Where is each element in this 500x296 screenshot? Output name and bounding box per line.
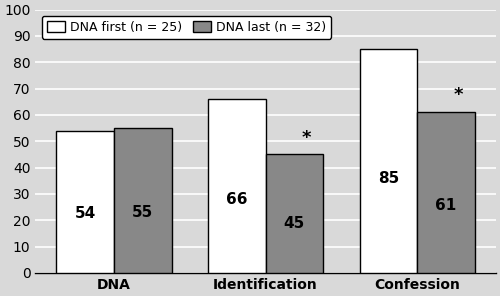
Bar [114,128,172,273]
Bar [266,155,323,273]
Bar [56,131,114,273]
Text: 55: 55 [132,205,154,220]
Text: 61: 61 [436,198,456,213]
Bar [360,49,418,273]
Bar [208,99,266,273]
Text: 45: 45 [284,216,305,231]
Text: *: * [302,128,312,147]
Text: *: * [454,86,463,104]
Text: 54: 54 [74,206,96,221]
Legend: DNA first (n = 25), DNA last (n = 32): DNA first (n = 25), DNA last (n = 32) [42,16,332,39]
Text: 66: 66 [226,192,248,207]
Text: 85: 85 [378,171,399,186]
Bar [418,112,475,273]
